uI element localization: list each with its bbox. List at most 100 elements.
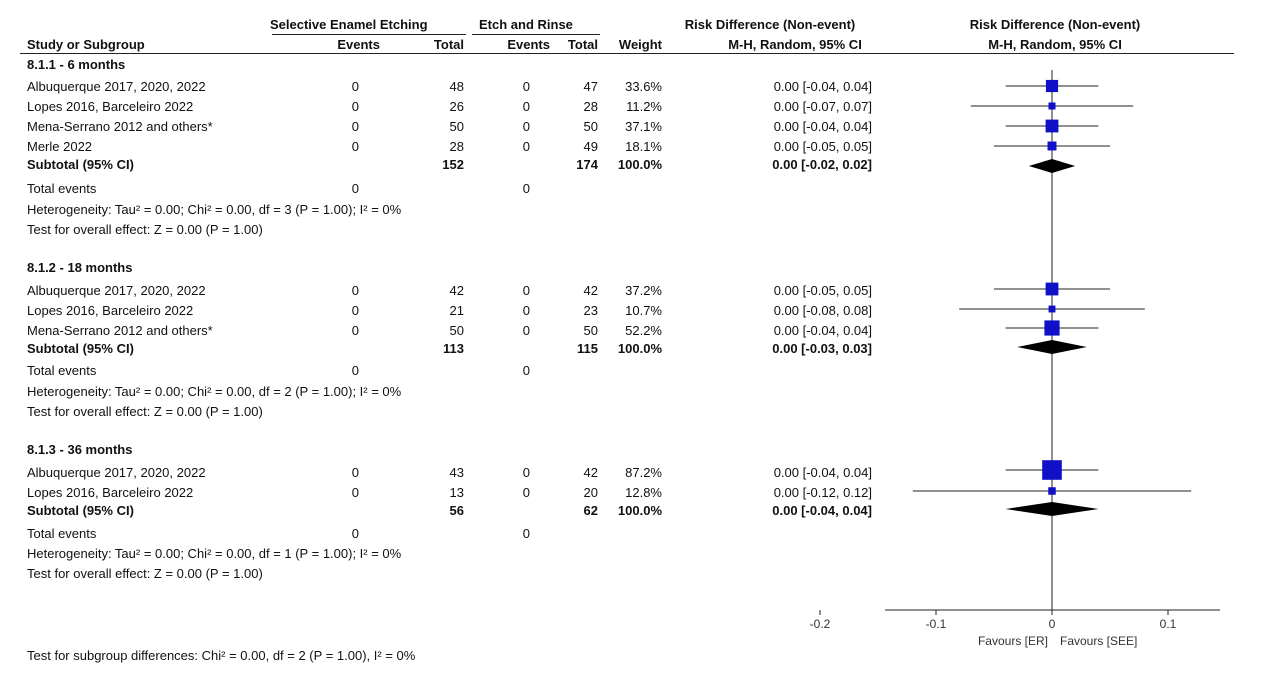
total-events-er: 0 [522,363,530,378]
study-name: Albuquerque 2017, 2020, 2022 [27,283,206,298]
total-events-see: 0 [351,181,359,196]
ci-value: 0.00 [-0.04, 0.04] [773,323,872,338]
study-header: Study or Subgroup [27,37,145,52]
effect-marker [1045,79,1059,93]
weight-value: 18.1% [625,139,662,154]
effect-marker [1045,282,1059,296]
total-events-er: 0 [522,526,530,541]
weight-value: 37.1% [625,119,662,134]
study-name: Merle 2022 [27,139,93,154]
study-name: Albuquerque 2017, 2020, 2022 [27,79,206,94]
events-er: 0 [522,79,530,94]
events-see: 0 [351,465,359,480]
events-see: 0 [351,485,359,500]
group-header-see: Selective Enamel Etching [270,17,428,32]
total-see: 26 [449,99,464,114]
subtotal-weight: 100.0% [617,157,662,172]
pooled-diamond [1028,159,1076,173]
total-er: 49 [583,139,598,154]
rd-text-subheader: M-H, Random, 95% CI [728,37,862,52]
total-events-label: Total events [27,181,97,196]
events-er: 0 [522,303,530,318]
ci-value: 0.00 [-0.07, 0.07] [773,99,872,114]
rd-plot-header: Risk Difference (Non-event) [969,17,1141,32]
weight-value: 33.6% [625,79,662,94]
effect-marker [1042,460,1062,480]
events-er: 0 [522,99,530,114]
total-er: 23 [583,303,598,318]
subtotal-ci: 0.00 [-0.02, 0.02] [772,157,872,172]
total-see: 42 [449,283,464,298]
subtotal-weight: 100.0% [617,341,662,356]
ci-value: 0.00 [-0.04, 0.04] [773,79,872,94]
total1-header: Total [433,37,464,52]
subtotal-total-see: 152 [442,157,464,172]
total-see: 48 [449,79,464,94]
study-name: Lopes 2016, Barceleiro 2022 [27,99,194,114]
weight-header: Weight [618,37,662,52]
total-events-label: Total events [27,526,97,541]
events-see: 0 [351,99,359,114]
total-see: 21 [449,303,464,318]
events1-header: Events [337,37,380,52]
total-see: 50 [449,323,464,338]
weight-value: 52.2% [625,323,662,338]
favours-left-label: Favours [ER] [978,634,1048,648]
x-tick-label: 0 [1049,617,1056,631]
total-see: 43 [449,465,464,480]
ci-value: 0.00 [-0.05, 0.05] [773,139,872,154]
subgroup-differences-text: Test for subgroup differences: Chi² = 0.… [27,648,416,663]
total-events-see: 0 [351,363,359,378]
subtotal-label: Subtotal (95% CI) [27,341,134,356]
events-er: 0 [522,485,530,500]
subgroup-title: 8.1.2 - 18 months [27,260,133,275]
weight-value: 12.8% [625,485,662,500]
events-see: 0 [351,139,359,154]
ci-value: 0.00 [-0.12, 0.12] [773,485,872,500]
events-er: 0 [522,283,530,298]
events-er: 0 [522,119,530,134]
heterogeneity-text: Heterogeneity: Tau² = 0.00; Chi² = 0.00,… [27,384,402,399]
ci-value: 0.00 [-0.08, 0.08] [773,303,872,318]
x-tick-label: -0.2 [810,617,831,631]
subtotal-total-see: 113 [443,341,464,356]
ci-value: 0.00 [-0.05, 0.05] [773,283,872,298]
subtotal-total-see: 56 [449,503,464,518]
header-rule-see [272,34,466,35]
group-header-er: Etch and Rinse [479,17,573,32]
total-er: 47 [583,79,598,94]
subgroup-title: 8.1.1 - 6 months [27,57,126,72]
weight-value: 37.2% [625,283,662,298]
effect-marker [1048,102,1056,110]
header-rule-er [472,34,600,35]
subtotal-total-er: 174 [576,157,598,172]
subtotal-ci: 0.00 [-0.03, 0.03] [772,341,872,356]
total-events-label: Total events [27,363,97,378]
subtotal-total-er: 62 [583,503,598,518]
heterogeneity-text: Heterogeneity: Tau² = 0.00; Chi² = 0.00,… [27,202,402,217]
events-see: 0 [351,303,359,318]
events2-header: Events [507,37,550,52]
effect-marker [1045,119,1059,133]
study-name: Lopes 2016, Barceleiro 2022 [27,303,194,318]
total-events-see: 0 [351,526,359,541]
events-see: 0 [351,283,359,298]
subtotal-total-er: 115 [577,341,598,356]
total-er: 28 [583,99,598,114]
total-er: 50 [583,119,598,134]
x-tick-label: -0.1 [926,617,947,631]
total-er: 42 [583,283,598,298]
total-see: 28 [449,139,464,154]
effect-marker [1048,305,1056,313]
subtotal-ci: 0.00 [-0.04, 0.04] [772,503,872,518]
effect-marker [1044,320,1060,336]
study-name: Mena-Serrano 2012 and others* [27,119,213,134]
subtotal-weight: 100.0% [617,503,662,518]
pooled-diamond [1005,502,1099,516]
weight-value: 87.2% [625,465,662,480]
favours-right-label: Favours [SEE] [1060,634,1137,648]
subtotal-label: Subtotal (95% CI) [27,157,134,172]
weight-value: 11.2% [626,99,662,114]
events-er: 0 [522,139,530,154]
